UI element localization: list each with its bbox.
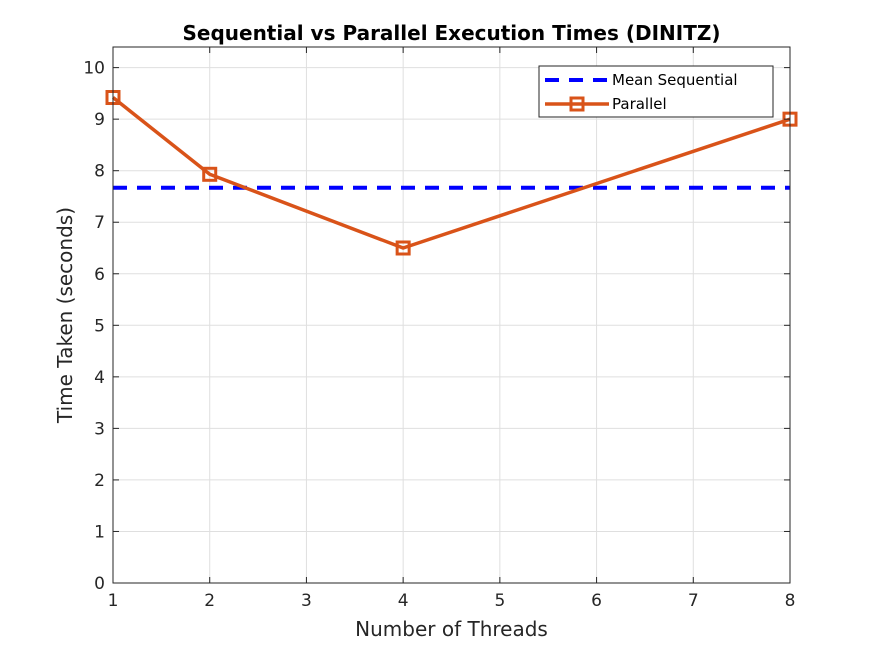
- x-tick-label: 8: [785, 591, 796, 611]
- y-tick-label: 3: [94, 419, 105, 439]
- y-tick-label: 2: [94, 471, 105, 491]
- y-tick-label: 5: [94, 316, 105, 336]
- parallel-point: [395, 240, 411, 256]
- legend-label: Parallel: [612, 95, 667, 113]
- x-tick-label: 1: [108, 591, 119, 611]
- x-tick-label: 4: [398, 591, 409, 611]
- y-tick-label: 10: [83, 59, 105, 79]
- x-tick-label: 5: [494, 591, 505, 611]
- y-axis-label: Time Taken (seconds): [53, 207, 77, 424]
- legend: Mean Sequential Parallel: [538, 65, 774, 118]
- chart-title: Sequential vs Parallel Execution Times (…: [182, 21, 720, 45]
- y-tick-label: 6: [94, 265, 105, 285]
- y-tick-label: 1: [94, 522, 105, 542]
- y-tick-label: 0: [94, 574, 105, 594]
- parallel-point: [202, 166, 218, 182]
- legend-marker-parallel: [569, 96, 585, 112]
- plot-frame: [112, 46, 791, 584]
- parallel-line: [111, 96, 791, 250]
- x-axis-label: Number of Threads: [355, 617, 548, 641]
- legend-label: Mean Sequential: [612, 71, 738, 89]
- y-tick-label: 7: [94, 213, 105, 233]
- y-tick-label: 9: [94, 110, 105, 130]
- x-tick-label: 7: [688, 591, 699, 611]
- x-tick-label: 3: [301, 591, 312, 611]
- y-tick-label: 4: [94, 368, 105, 388]
- x-tick-label: 2: [204, 591, 215, 611]
- x-tick-label: 6: [591, 591, 602, 611]
- y-tick-label: 8: [94, 162, 105, 182]
